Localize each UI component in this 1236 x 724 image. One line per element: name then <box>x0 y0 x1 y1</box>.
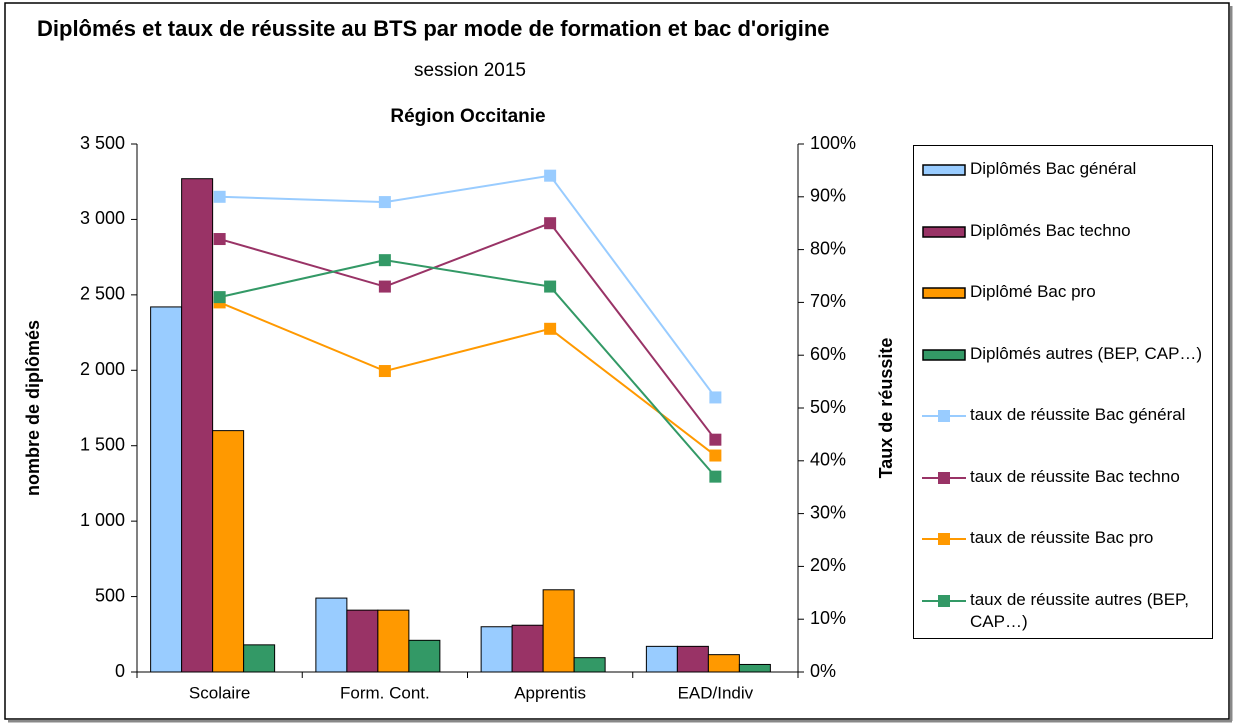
legend-entry: taux de réussite Bac pro <box>922 527 1212 549</box>
rate-marker <box>709 470 722 483</box>
rate-marker <box>709 433 722 446</box>
bar <box>181 178 214 673</box>
bar <box>150 306 183 673</box>
rate-line <box>219 301 716 457</box>
bar <box>645 645 678 673</box>
legend-swatch <box>922 225 966 238</box>
bar <box>738 663 771 673</box>
y2-tick-label: 40% <box>810 450 846 470</box>
rate-marker <box>709 449 722 462</box>
y-tick-label: 3 500 <box>80 133 125 153</box>
rate-marker <box>544 322 557 335</box>
x-tick-label: Scolaire <box>189 683 250 702</box>
y2-tick-label: 50% <box>810 397 846 417</box>
bar <box>346 609 379 673</box>
bar <box>212 430 245 673</box>
rate-marker <box>213 233 226 246</box>
legend-entry: Diplômé Bac pro <box>922 281 1212 303</box>
legend-entry: taux de réussite Bac général <box>922 404 1212 426</box>
legend-label: Diplômé Bac pro <box>970 282 1096 301</box>
y2-tick-label: 70% <box>810 291 846 311</box>
y-tick-label: 1 500 <box>80 434 125 454</box>
legend-label: taux de réussite autres (BEP, CAP…) <box>970 589 1189 631</box>
legend-box <box>922 348 966 361</box>
legend-box <box>922 164 966 176</box>
bar <box>511 624 544 673</box>
legend-swatch <box>922 348 966 361</box>
y-tick-label: 2 000 <box>80 359 125 379</box>
legend-box <box>922 287 966 299</box>
legend-label: taux de réussite Bac général <box>970 405 1186 424</box>
rate-marker <box>544 217 557 230</box>
legend-entry: Diplômés Bac général <box>922 158 1212 180</box>
y2-tick-label: 20% <box>810 555 846 575</box>
legend-swatch <box>922 164 966 176</box>
legend-label: Diplômés Bac général <box>970 159 1137 178</box>
y2-tick-label: 10% <box>810 608 846 628</box>
rate-line <box>219 221 717 441</box>
rate-marker <box>378 196 391 209</box>
x-tick-label: Apprentis <box>514 683 586 702</box>
rate-marker <box>544 169 557 182</box>
rate-marker <box>378 280 391 293</box>
y-tick-label: 3 000 <box>80 208 125 228</box>
legend-label: taux de réussite Bac pro <box>970 528 1154 547</box>
legend-swatch <box>922 287 966 299</box>
y-tick-label: 0 <box>115 661 125 681</box>
bar <box>676 645 709 673</box>
bar <box>408 639 441 673</box>
legend-marker <box>938 471 950 484</box>
bar <box>480 626 513 673</box>
rate-marker <box>378 365 391 378</box>
y2-tick-label: 0% <box>810 661 836 681</box>
legend-marker <box>938 533 950 545</box>
legend-box <box>922 225 966 238</box>
legend: Diplômés Bac général Diplômés Bac techno D… <box>913 145 1213 639</box>
y-tick-label: 1 000 <box>80 510 125 530</box>
y2-tick-label: 80% <box>810 238 846 258</box>
rate-marker <box>213 291 226 304</box>
legend-label: Diplômés autres (BEP, CAP…) <box>970 343 1203 363</box>
legend-swatch <box>922 471 966 484</box>
legend-label: taux de réussite Bac techno <box>970 466 1180 486</box>
legend-entry: Diplômés autres (BEP, CAP…) <box>922 343 1212 365</box>
legend-marker <box>938 594 950 607</box>
y2-tick-label: 100% <box>810 133 856 153</box>
bar <box>315 597 348 673</box>
bar <box>377 609 410 673</box>
rate-marker <box>544 280 557 293</box>
x-tick-label: Form. Cont. <box>340 683 430 702</box>
legend-swatch <box>922 533 966 545</box>
rate-marker <box>378 254 391 267</box>
y-axis-label: nombre de diplômés <box>23 320 43 496</box>
rate-marker <box>213 190 226 203</box>
legend-entry: taux de réussite Bac techno <box>922 466 1212 488</box>
region-title: Région Occitanie <box>390 106 545 127</box>
y-tick-label: 2 500 <box>80 284 125 304</box>
rate-marker <box>709 391 722 404</box>
y2-tick-label: 30% <box>810 502 846 522</box>
rate-line <box>219 174 717 399</box>
y2-tick-label: 60% <box>810 344 846 364</box>
bar <box>573 657 606 673</box>
legend-entry: Diplômés Bac techno <box>922 220 1212 242</box>
chart-title: Diplômés et taux de réussite au BTS par … <box>37 16 830 41</box>
y-tick-label: 500 <box>95 585 125 605</box>
legend-marker <box>938 410 950 422</box>
y2-tick-label: 90% <box>810 186 846 206</box>
legend-label: Diplômés Bac techno <box>970 220 1131 240</box>
bar <box>542 589 575 673</box>
bar <box>707 654 740 673</box>
y2-axis-label: Taux de réussite <box>876 338 896 479</box>
chart-subtitle: session 2015 <box>414 60 526 81</box>
bar <box>243 644 276 673</box>
legend-swatch <box>922 410 966 422</box>
x-tick-label: EAD/Indiv <box>678 683 754 702</box>
rate-line <box>219 259 717 478</box>
legend-swatch <box>922 594 966 607</box>
legend-entry: taux de réussite autres (BEP, CAP…) <box>922 589 1212 633</box>
